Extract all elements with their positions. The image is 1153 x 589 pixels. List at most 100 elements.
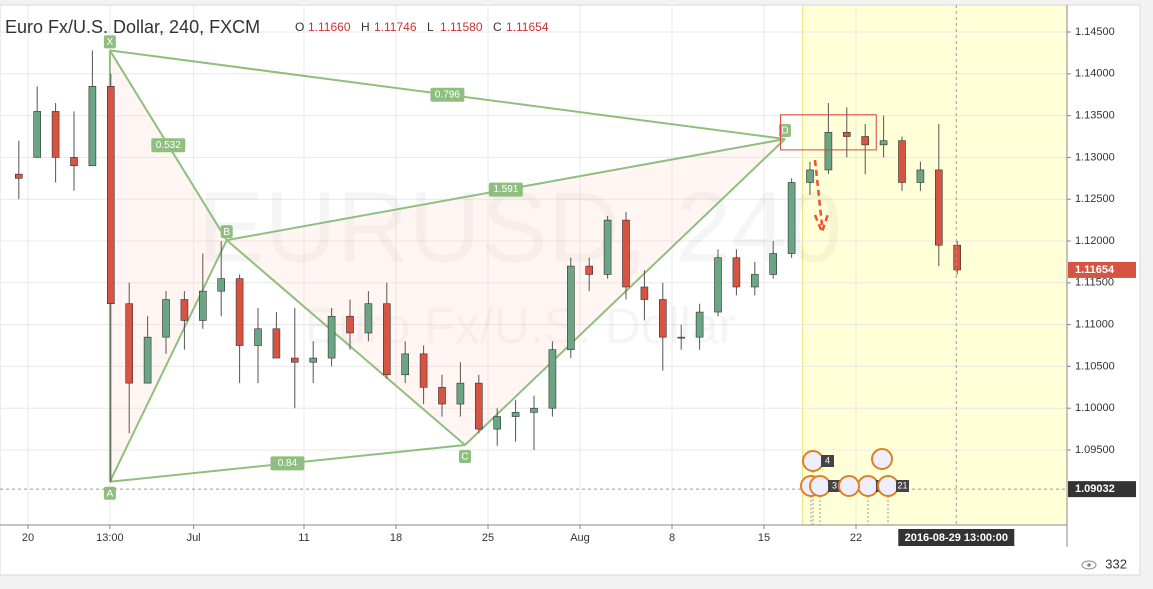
pattern-point-box bbox=[459, 449, 471, 463]
x-tick-label: Jul bbox=[187, 532, 201, 544]
ratio-box bbox=[270, 456, 305, 471]
ratio-box bbox=[151, 138, 186, 153]
candle-body bbox=[180, 299, 189, 321]
x-tick-label: 22 bbox=[850, 532, 862, 544]
ohlc-key: O bbox=[295, 20, 304, 34]
pattern-leg bbox=[108, 239, 228, 483]
ohlc-value: 1.11660 bbox=[308, 20, 351, 34]
pattern-point-label: D bbox=[781, 126, 788, 137]
y-tick-label: 1.09500 bbox=[1075, 444, 1115, 456]
pattern-point-label: B bbox=[223, 227, 230, 238]
pattern-fill bbox=[109, 50, 227, 482]
x-tick-label: 18 bbox=[390, 532, 402, 544]
y-tick-label: 1.11500 bbox=[1075, 277, 1114, 289]
pattern-leg bbox=[464, 138, 786, 446]
event-icon bbox=[857, 475, 879, 497]
candle-body bbox=[824, 132, 833, 171]
candle-body bbox=[548, 349, 557, 409]
direction-arrow bbox=[813, 159, 830, 236]
candle-body bbox=[143, 336, 152, 384]
pattern-point-box bbox=[778, 124, 791, 138]
event-count-box bbox=[821, 455, 834, 467]
crosshair-time-box bbox=[898, 529, 1015, 546]
y-tick-label: 1.14000 bbox=[1075, 68, 1115, 80]
ohlc-value: 1.11654 bbox=[506, 20, 549, 34]
pattern-point-label: A bbox=[107, 488, 114, 499]
candle-body bbox=[787, 182, 796, 254]
x-tick-label: 11 bbox=[298, 532, 309, 544]
candle-body bbox=[750, 274, 759, 288]
candle-body bbox=[658, 299, 667, 338]
event-count: 21 bbox=[897, 480, 907, 490]
candle-body bbox=[769, 253, 778, 275]
y-tick-label: 1.12000 bbox=[1075, 235, 1115, 247]
x-tick-label: 13:00 bbox=[96, 532, 124, 544]
y-tick-label: 1.12500 bbox=[1075, 193, 1115, 205]
candle-body bbox=[382, 303, 391, 376]
candle-body bbox=[530, 407, 538, 413]
event-count: 4 bbox=[825, 455, 830, 465]
pattern-point-box bbox=[103, 486, 116, 500]
x-tick-label: 20 bbox=[22, 532, 34, 544]
candle-body bbox=[125, 303, 133, 384]
candle-body bbox=[309, 357, 318, 363]
candle-body bbox=[162, 299, 170, 338]
highlight-region bbox=[802, 5, 1067, 525]
pattern-point-label: X bbox=[107, 37, 114, 48]
candle-body bbox=[511, 412, 520, 417]
candle-body bbox=[346, 315, 354, 334]
pattern-point-box bbox=[220, 225, 233, 239]
y-tick-label: 1.10000 bbox=[1075, 402, 1115, 414]
candle-body bbox=[953, 244, 962, 271]
candle-body bbox=[235, 278, 244, 346]
ratio-label: 0.532 bbox=[156, 140, 181, 151]
candle-body bbox=[585, 265, 594, 275]
candle-body bbox=[566, 265, 575, 350]
candle-body bbox=[217, 278, 225, 292]
candle-body bbox=[879, 140, 888, 146]
candle-body bbox=[603, 219, 612, 275]
ohlc-value: 1.11580 bbox=[440, 20, 483, 34]
event-icon bbox=[802, 450, 824, 472]
crosshair-price-box bbox=[1068, 481, 1136, 498]
candle-body bbox=[695, 311, 704, 338]
crosshair-price-label: 1.09032 bbox=[1075, 483, 1115, 495]
x-tick-label: 15 bbox=[758, 532, 770, 544]
candle-body bbox=[640, 286, 649, 300]
pattern-point-label: C bbox=[461, 452, 468, 463]
candle-body bbox=[842, 132, 851, 137]
target-zone bbox=[780, 114, 877, 151]
ohlc-key: L bbox=[427, 20, 434, 34]
y-tick-label: 1.13000 bbox=[1075, 151, 1115, 163]
event-count-box bbox=[896, 480, 909, 492]
candle-body bbox=[806, 169, 814, 183]
chart-title: Euro Fx/U.S. Dollar, 240, FXCM bbox=[5, 17, 260, 37]
ohlc-key: H bbox=[361, 20, 370, 34]
candle-body bbox=[438, 387, 446, 405]
crosshair-time-label: 2016-08-29 13:00:00 bbox=[905, 532, 1008, 544]
candle-body bbox=[327, 315, 336, 359]
event-icon bbox=[871, 448, 893, 470]
candle-body bbox=[732, 257, 741, 288]
candle-body bbox=[493, 416, 502, 430]
pattern-point-box bbox=[103, 35, 116, 49]
event-count-box bbox=[828, 480, 841, 492]
ratio-box bbox=[488, 182, 523, 197]
candle-body bbox=[622, 219, 630, 288]
x-tick-label: Aug bbox=[570, 532, 590, 544]
candle-body bbox=[33, 111, 42, 158]
candle-body bbox=[15, 173, 23, 179]
ratio-label: 0.796 bbox=[435, 89, 460, 100]
candle-body bbox=[934, 169, 943, 246]
candle-body bbox=[677, 336, 686, 339]
candle-body bbox=[51, 111, 60, 158]
y-tick-label: 1.13500 bbox=[1075, 110, 1115, 122]
y-tick-label: 1.10500 bbox=[1075, 360, 1115, 372]
eye-icon bbox=[1081, 560, 1097, 570]
candle-body bbox=[88, 86, 97, 167]
ratio-box bbox=[430, 87, 465, 102]
ohlc-key: C bbox=[493, 20, 502, 34]
view-count: 332 bbox=[1105, 556, 1127, 571]
y-tick-label: 1.11000 bbox=[1075, 319, 1114, 331]
